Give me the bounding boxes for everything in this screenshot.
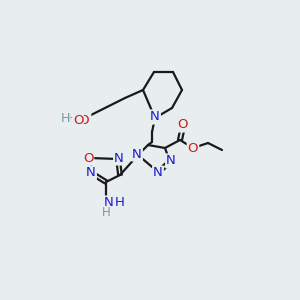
Text: N: N <box>166 154 176 167</box>
Text: N: N <box>150 110 160 124</box>
Text: H: H <box>115 196 125 208</box>
Text: N: N <box>104 196 114 209</box>
Text: N: N <box>86 167 96 179</box>
Text: H: H <box>60 112 70 125</box>
Text: N: N <box>153 167 163 179</box>
Text: H: H <box>68 112 76 124</box>
Text: O: O <box>83 152 93 164</box>
Text: O: O <box>188 142 198 155</box>
Text: ·O: ·O <box>76 113 90 127</box>
Text: N: N <box>132 148 142 160</box>
Text: H: H <box>102 206 110 220</box>
Text: N: N <box>114 152 124 164</box>
Text: O: O <box>73 115 83 128</box>
Text: O: O <box>177 118 187 131</box>
